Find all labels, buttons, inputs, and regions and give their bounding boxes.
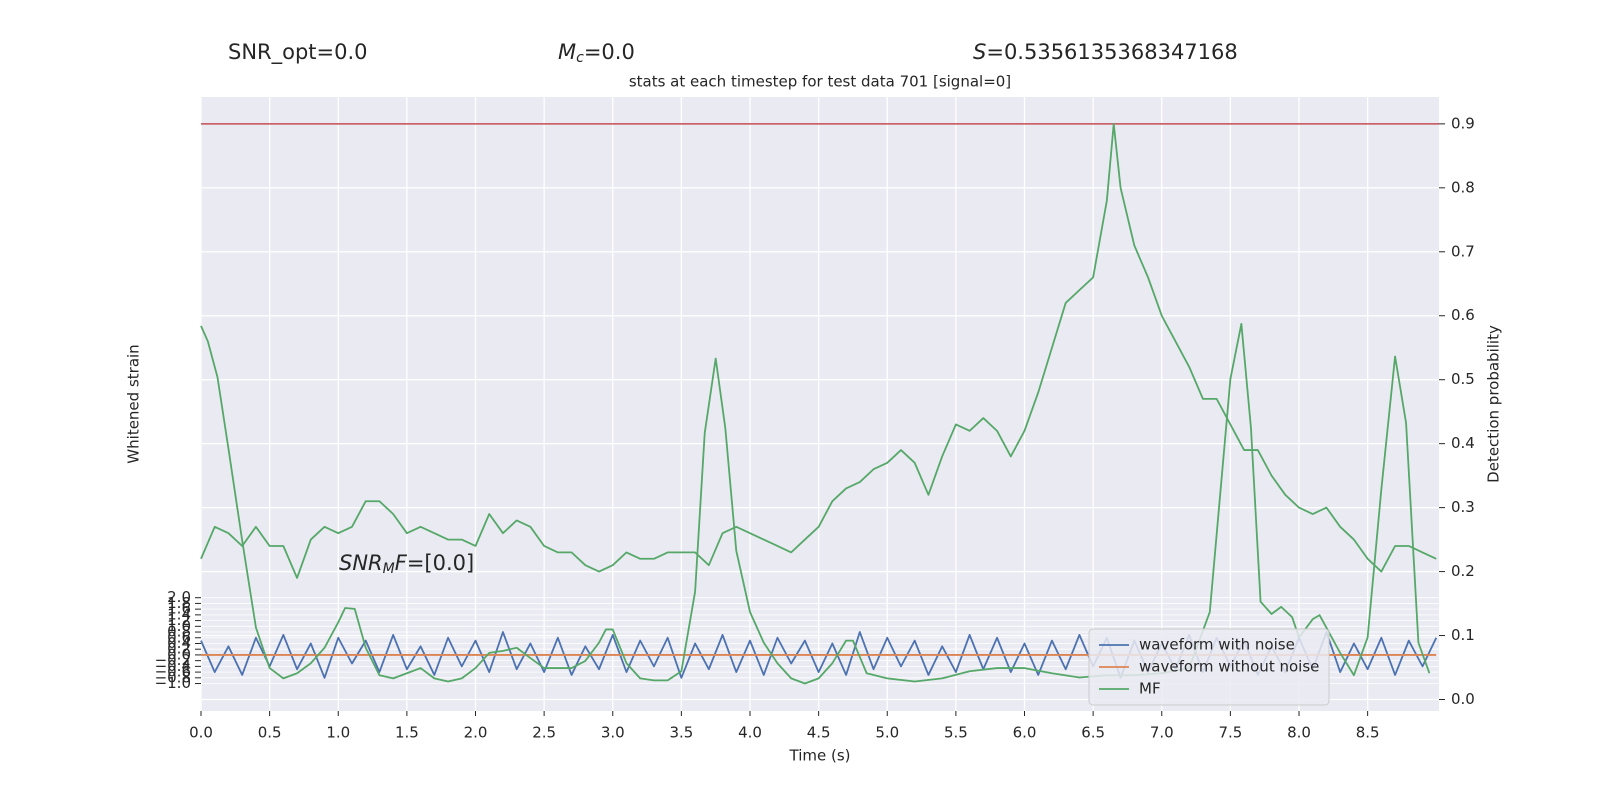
text-part: M xyxy=(383,561,395,577)
y2-tick-label: 0.2 xyxy=(1451,562,1475,580)
y-tick-label: 0.0 xyxy=(167,645,191,663)
x-tick-label: 4.5 xyxy=(807,724,831,742)
x-tick-label: 1.5 xyxy=(395,724,419,742)
y-tick-label: −0.6 xyxy=(155,663,191,681)
x-tick-label: 5.0 xyxy=(875,724,899,742)
x-tick-label: 7.0 xyxy=(1150,724,1174,742)
x-tick-label: 0.5 xyxy=(258,724,282,742)
x-tick-label: 5.5 xyxy=(944,724,968,742)
x-tick-label: 8.5 xyxy=(1356,724,1380,742)
x-tick-label: 1.0 xyxy=(326,724,350,742)
legend-box xyxy=(1088,628,1330,706)
y2-tick-label: 0.3 xyxy=(1451,498,1475,516)
y-tick-label: 1.2 xyxy=(167,611,191,629)
y2-tick-label: 0.4 xyxy=(1451,434,1475,452)
header-text: SNR_opt=0.0 xyxy=(228,40,368,65)
y-tick-label: 0.4 xyxy=(167,634,191,652)
legend-label: waveform without noise xyxy=(1139,658,1319,676)
y-tick-label: −0.4 xyxy=(155,657,191,675)
text-part: =0.5356135368347168 xyxy=(986,40,1237,64)
y-tick-label: −0.8 xyxy=(155,668,191,686)
y2-tick-label: 0.5 xyxy=(1451,370,1475,388)
x-tick-label: 4.0 xyxy=(738,724,762,742)
y2-axis-label: Detection probability xyxy=(1485,325,1503,483)
series-line xyxy=(200,322,1431,685)
legend-label: waveform with noise xyxy=(1139,636,1295,654)
text-part: M xyxy=(558,40,576,64)
chart-title: stats at each timestep for test data 701… xyxy=(629,73,1011,91)
y-tick-label: −1.0 xyxy=(155,674,191,692)
header-text: S=0.5356135368347168 xyxy=(973,40,1238,64)
x-tick-label: 6.5 xyxy=(1081,724,1105,742)
x-tick-label: 2.0 xyxy=(464,724,488,742)
y2-tick-label: 0.7 xyxy=(1451,242,1475,260)
x-tick-label: 3.5 xyxy=(669,724,693,742)
y-tick-label: −0.2 xyxy=(155,651,191,669)
y-tick-label: 1.4 xyxy=(167,605,191,623)
y-axis-label: Whitened strain xyxy=(125,344,143,463)
x-tick-label: 2.5 xyxy=(532,724,556,742)
header-text: SNRMF=[0.0] xyxy=(339,551,474,577)
text-part: S xyxy=(973,40,986,64)
y-tick-label: 0.6 xyxy=(167,628,191,646)
x-tick-label: 6.0 xyxy=(1013,724,1037,742)
text-part: SNR xyxy=(339,551,383,575)
y-tick-label: 1.0 xyxy=(167,617,191,635)
y2-tick-label: 0.1 xyxy=(1451,626,1475,644)
text-part: SNR_opt=0.0 xyxy=(228,40,368,65)
x-axis-label: Time (s) xyxy=(789,747,851,765)
y-tick-label: 1.8 xyxy=(167,594,191,612)
y-tick-label: 1.6 xyxy=(167,600,191,618)
x-tick-label: 8.0 xyxy=(1287,724,1311,742)
x-tick-label: 7.5 xyxy=(1218,724,1242,742)
text-part: =[0.0] xyxy=(407,551,474,575)
text-part: c xyxy=(576,50,584,66)
y2-tick-label: 0.9 xyxy=(1451,114,1475,132)
y2-tick-label: 0.0 xyxy=(1451,690,1475,708)
y-tick-label: 2.0 xyxy=(167,588,191,606)
y-tick-label: 0.2 xyxy=(167,640,191,658)
legend-label: MF xyxy=(1139,680,1161,698)
y2-tick-label: 0.6 xyxy=(1451,306,1475,324)
text-part: F xyxy=(395,551,408,575)
x-tick-label: 3.0 xyxy=(601,724,625,742)
text-part: =0.0 xyxy=(584,40,635,64)
plot-area xyxy=(201,97,1439,711)
x-tick-label: 0.0 xyxy=(189,724,213,742)
series-line xyxy=(200,122,1437,579)
header-text: Mc=0.0 xyxy=(558,40,635,66)
y2-tick-label: 0.8 xyxy=(1451,178,1475,196)
y-tick-label: 0.8 xyxy=(167,623,191,641)
